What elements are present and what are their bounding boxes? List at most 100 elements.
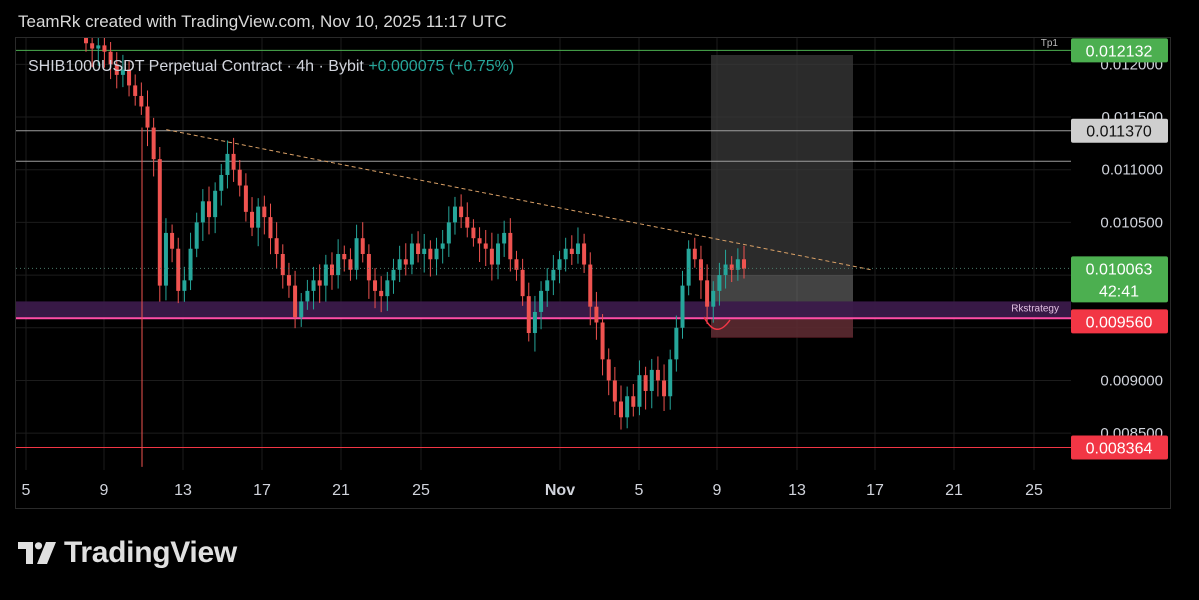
candle-body	[477, 238, 482, 244]
candle-body	[90, 43, 95, 49]
y-tick-label: 0.010500	[1100, 214, 1163, 231]
candle-body	[84, 38, 88, 44]
candle-body	[379, 290, 384, 297]
candle-body	[323, 264, 328, 286]
support-zone	[16, 301, 1071, 319]
candle-body	[717, 275, 722, 291]
candle-body	[151, 127, 156, 160]
candle-body	[317, 280, 322, 286]
tradingview-logo-icon	[18, 542, 56, 564]
candle-body	[397, 259, 402, 270]
stop-projection-box	[711, 318, 853, 338]
candle-body	[348, 259, 353, 270]
candle-body	[360, 238, 365, 254]
candle-body	[336, 254, 341, 276]
price-badge-red	[1071, 435, 1168, 460]
y-tick-label: 0.011000	[1102, 162, 1163, 179]
candle-body	[569, 248, 574, 254]
candle-body	[625, 396, 630, 418]
symbol-name: SHIB1000USDT Perpetual Contract · 4h · B…	[28, 58, 368, 75]
candle-body	[354, 238, 359, 270]
zone-label: Rkstrategy	[1011, 303, 1059, 314]
candle-body	[403, 259, 408, 265]
candle-body	[133, 85, 138, 96]
candle-body	[563, 248, 568, 260]
price-badge-green	[1071, 256, 1168, 303]
x-tick-label: 13	[174, 482, 192, 499]
x-tick-label: 9	[713, 482, 722, 499]
chart-canvas[interactable]: RkstrategyTp10.0120000.0115000.0110000.0…	[16, 29, 1172, 510]
candle-body	[200, 201, 205, 223]
candle-body	[219, 174, 224, 191]
candle-body	[416, 243, 421, 254]
x-tick-label: 13	[788, 482, 806, 499]
price-badge-label: 0.011370	[1086, 124, 1152, 141]
candle-body	[680, 285, 685, 328]
candle-body	[471, 227, 476, 239]
x-tick-label: 5	[22, 482, 31, 499]
candle-body	[194, 222, 199, 249]
candle-body	[594, 306, 599, 323]
x-tick-label: 17	[253, 482, 271, 499]
candle-body	[274, 238, 279, 254]
x-tick-label: 9	[100, 482, 109, 499]
candle-body	[96, 45, 101, 49]
candle-body	[489, 248, 494, 265]
candle-body	[225, 153, 230, 175]
candle-body	[735, 259, 740, 270]
candle-body	[662, 380, 667, 397]
candle-body	[170, 232, 175, 249]
candle-body	[496, 243, 501, 265]
candle-body	[139, 95, 144, 107]
price-countdown: 42:41	[1099, 283, 1139, 300]
candle-body	[243, 185, 248, 212]
candle-body	[280, 254, 285, 276]
price-badge-label: 0.012132	[1086, 43, 1153, 60]
candle-body	[188, 248, 193, 281]
x-tick-label: 25	[1025, 482, 1043, 499]
candle-body	[643, 375, 648, 391]
candle-body	[668, 359, 673, 397]
candle-body	[686, 248, 691, 286]
candle-body	[526, 296, 531, 334]
candle-body	[409, 243, 414, 265]
candle-body	[575, 243, 580, 254]
candle-body	[250, 211, 255, 228]
candle-body	[114, 64, 119, 75]
candle-body	[545, 280, 550, 291]
candle-body	[237, 169, 242, 186]
candle-body	[637, 375, 642, 407]
candle-body	[366, 254, 371, 281]
candle-body	[698, 259, 703, 281]
candle-body	[606, 359, 611, 381]
candle-body	[145, 106, 150, 128]
price-change: +0.000075 (+0.75%)	[368, 58, 514, 75]
candle-body	[520, 269, 525, 297]
candle-body	[655, 369, 660, 381]
candle-body	[649, 369, 654, 391]
candle-body	[102, 45, 107, 52]
price-chart[interactable]: Rkstrategy Tp1 0.012000 0.011500 0.011000 0.0…	[15, 29, 1172, 510]
trendline	[166, 129, 872, 271]
candle-body	[692, 248, 697, 260]
candle-body	[311, 280, 316, 291]
candle-body	[108, 51, 113, 65]
x-tick-label: 25	[412, 482, 430, 499]
candle-body	[305, 290, 310, 302]
candle-body	[483, 243, 488, 249]
candle-body	[157, 159, 162, 286]
candle-body	[514, 259, 519, 270]
candle-body	[440, 243, 445, 249]
candle-body	[329, 264, 334, 276]
candle-body	[446, 222, 451, 244]
tradingview-logo: TradingView	[18, 536, 237, 570]
symbol-legend: SHIB1000USDT Perpetual Contract · 4h · B…	[28, 58, 514, 75]
candle-body	[127, 69, 132, 86]
candle-body	[742, 259, 746, 269]
candle-body	[674, 327, 679, 360]
bottom-curve-mark	[703, 316, 731, 330]
candle-body	[206, 201, 211, 218]
candle-body	[729, 264, 734, 270]
candle-body	[256, 206, 261, 228]
candle-body	[465, 217, 470, 228]
